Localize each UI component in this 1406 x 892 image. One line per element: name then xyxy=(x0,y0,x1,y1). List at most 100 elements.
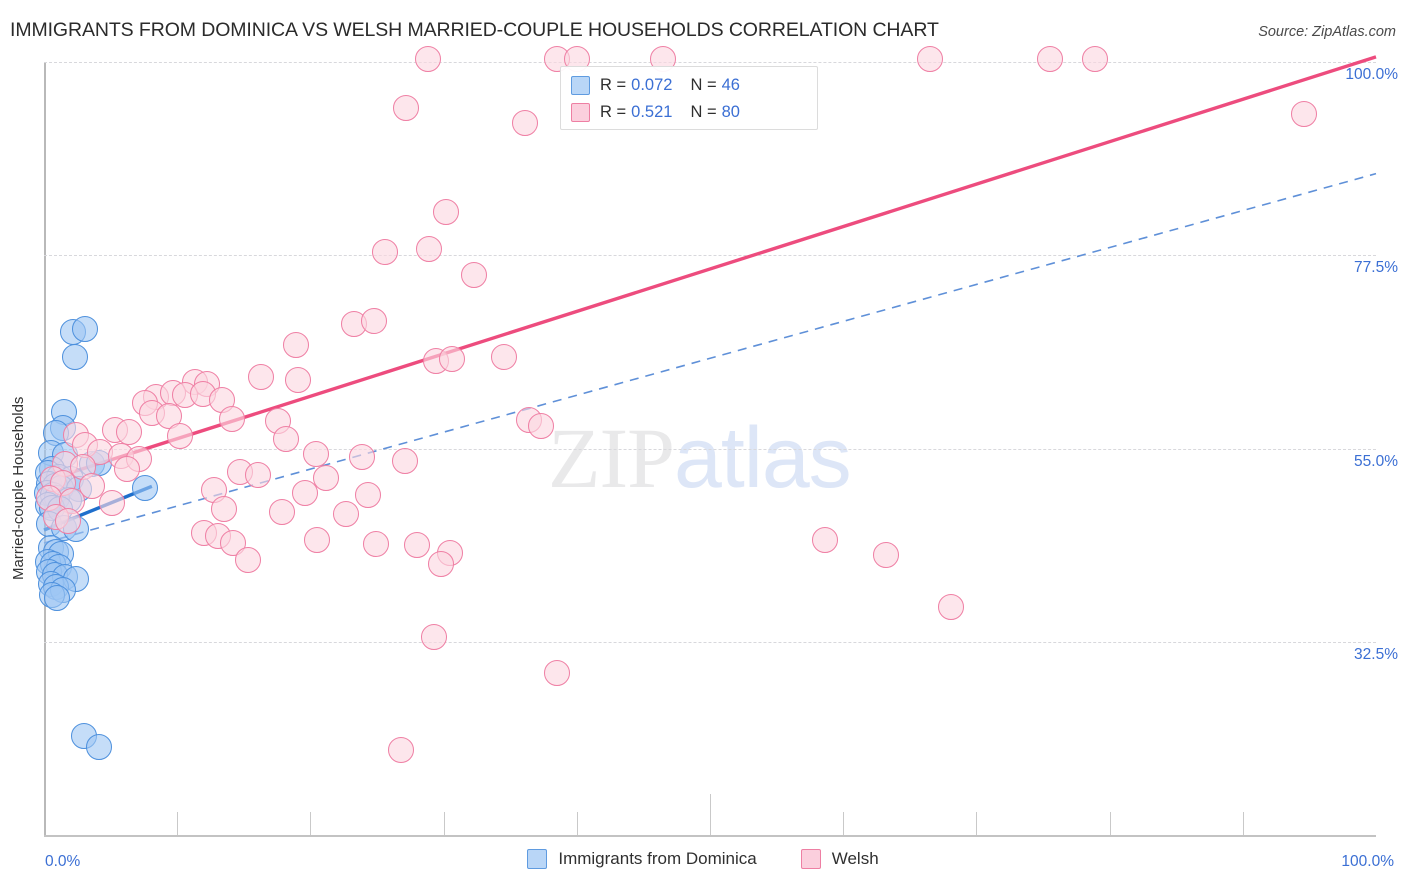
x-axis-max-label: 100.0% xyxy=(1341,853,1394,870)
n-value-blue: 46 xyxy=(721,76,740,94)
watermark-atlas: atlas xyxy=(674,410,852,506)
scatter-point[interactable] xyxy=(210,495,237,522)
scatter-point[interactable] xyxy=(313,464,340,491)
legend-item-welsh[interactable]: Welsh xyxy=(800,849,879,869)
scatter-point[interactable] xyxy=(269,499,296,526)
scatter-point[interactable] xyxy=(292,480,319,507)
x-axis-line xyxy=(44,835,1376,837)
correlation-stats-legend: R = 0.072 N = 46 R = 0.521 N = 80 xyxy=(560,66,818,130)
y-axis-tick-label: 77.5% xyxy=(1354,259,1398,277)
y-axis-title: Married-couple Households xyxy=(10,396,27,580)
scatter-point[interactable] xyxy=(403,531,430,558)
source-label: Source: ZipAtlas.com xyxy=(1258,24,1396,40)
scatter-point[interactable] xyxy=(414,45,441,72)
x-axis-min-label: 0.0% xyxy=(45,853,81,870)
zipatlas-watermark: ZIPatlas xyxy=(548,408,852,508)
y-axis-tick-label: 100.0% xyxy=(1345,66,1398,83)
series-legend: Immigrants from Dominica Welsh xyxy=(0,849,1406,869)
x-axis-tick xyxy=(976,812,978,835)
scatter-point[interactable] xyxy=(415,236,442,263)
n-label-blue: N = xyxy=(690,76,717,94)
scatter-point[interactable] xyxy=(166,422,193,449)
scatter-point[interactable] xyxy=(98,490,125,517)
scatter-point[interactable] xyxy=(391,447,418,474)
scatter-point[interactable] xyxy=(511,109,538,136)
y-axis-tick-label: 55.0% xyxy=(1354,452,1398,470)
r-value-pink: 0.521 xyxy=(631,103,673,121)
legend-color-swatch-blue xyxy=(527,849,548,869)
scatter-point[interactable] xyxy=(461,262,488,288)
scatter-point[interactable] xyxy=(113,456,140,483)
scatter-point[interactable] xyxy=(490,344,517,371)
gridline xyxy=(44,255,1376,257)
page-title: IMMIGRANTS FROM DOMINICA VS WELSH MARRIE… xyxy=(10,19,939,41)
scatter-point[interactable] xyxy=(1036,45,1063,72)
scatter-point[interactable] xyxy=(61,343,88,370)
scatter-point[interactable] xyxy=(85,734,112,761)
legend-label-immigrants-from-dominica: Immigrants from Dominica xyxy=(558,849,757,868)
gridline xyxy=(44,62,1376,63)
x-axis-tick xyxy=(843,812,845,835)
legend-color-swatch-pink xyxy=(800,849,821,869)
gridline xyxy=(44,641,1376,643)
scatter-point[interactable] xyxy=(543,659,570,686)
n-label-pink: N = xyxy=(690,103,717,121)
scatter-point[interactable] xyxy=(354,481,381,508)
scatter-point[interactable] xyxy=(333,500,360,527)
legend-label-welsh: Welsh xyxy=(831,849,879,868)
legend-item-immigrants-from-dominica[interactable]: Immigrants from Dominica xyxy=(527,849,757,869)
scatter-point[interactable] xyxy=(362,530,389,557)
scatter-point[interactable] xyxy=(285,366,312,393)
scatter-point[interactable] xyxy=(1291,100,1318,127)
r-value-blue: 0.072 xyxy=(631,76,673,94)
scatter-point[interactable] xyxy=(218,406,245,433)
scatter-point[interactable] xyxy=(304,526,331,553)
scatter-point[interactable] xyxy=(234,547,261,574)
scatter-point[interactable] xyxy=(433,199,460,226)
x-axis-tick xyxy=(443,812,445,835)
scatter-point[interactable] xyxy=(132,475,159,501)
scatter-point[interactable] xyxy=(54,507,81,534)
scatter-point[interactable] xyxy=(371,238,398,265)
x-axis-tick xyxy=(1242,812,1244,835)
scatter-point[interactable] xyxy=(1081,45,1108,72)
scatter-point[interactable] xyxy=(248,364,275,391)
stats-row-pink: R = 0.521 N = 80 xyxy=(571,99,807,126)
scatter-point[interactable] xyxy=(393,95,420,122)
x-axis-tick xyxy=(1109,812,1111,835)
scatter-point[interactable] xyxy=(282,332,309,359)
scatter-point[interactable] xyxy=(811,527,838,554)
n-value-pink: 80 xyxy=(721,103,740,121)
legend-swatch-pink xyxy=(571,103,590,122)
scatter-point[interactable] xyxy=(427,550,454,577)
scatter-point[interactable] xyxy=(527,413,554,440)
reference-trendline-dashed xyxy=(43,172,1377,544)
x-axis-tick xyxy=(310,812,312,835)
scatter-point[interactable] xyxy=(938,593,965,620)
scatter-point[interactable] xyxy=(302,440,329,467)
scatter-point[interactable] xyxy=(387,736,414,763)
scatter-point[interactable] xyxy=(116,419,143,446)
x-axis-tick xyxy=(177,812,179,835)
scatter-point[interactable] xyxy=(438,346,465,373)
r-label-blue: R = xyxy=(600,76,627,94)
scatter-point[interactable] xyxy=(273,426,300,453)
scatter-point[interactable] xyxy=(44,584,71,611)
watermark-zip: ZIP xyxy=(548,410,675,506)
scatter-point[interactable] xyxy=(245,462,272,489)
x-axis-tick xyxy=(576,812,578,835)
scatter-point[interactable] xyxy=(916,45,943,72)
gridline xyxy=(44,448,1376,450)
scatter-point[interactable] xyxy=(361,308,388,335)
y-axis-tick-label: 32.5% xyxy=(1354,645,1398,663)
scatter-point[interactable] xyxy=(72,316,99,343)
stats-row-blue: R = 0.072 N = 46 xyxy=(571,72,807,99)
scatter-point[interactable] xyxy=(421,624,448,651)
scatter-point[interactable] xyxy=(349,444,376,471)
x-axis-tick xyxy=(710,794,711,835)
r-label-pink: R = xyxy=(600,103,627,121)
scatter-point[interactable] xyxy=(872,542,899,568)
legend-swatch-blue xyxy=(571,76,590,95)
